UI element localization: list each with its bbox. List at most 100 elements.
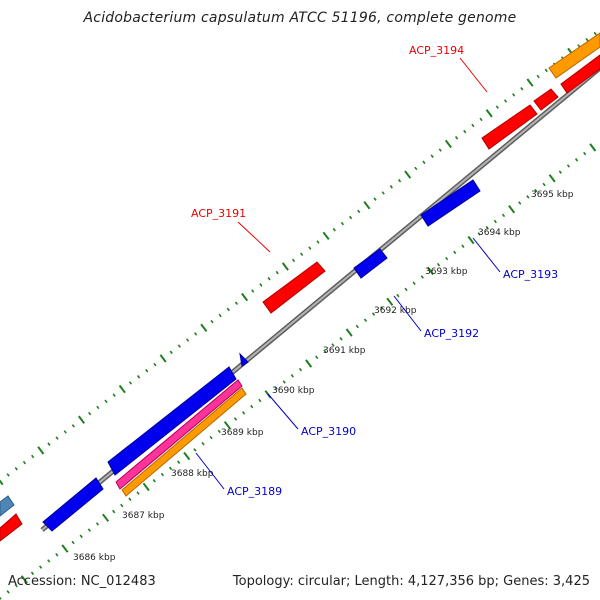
gene-label-acp3194[interactable]: ACP_3194 bbox=[409, 44, 464, 57]
minor-tick bbox=[422, 160, 426, 165]
major-tick bbox=[223, 421, 231, 430]
minor-tick bbox=[404, 287, 408, 292]
major-tick bbox=[363, 201, 371, 210]
major-tick bbox=[345, 328, 353, 337]
gene-label-acp3192[interactable]: ACP_3192 bbox=[424, 327, 479, 340]
minor-tick bbox=[396, 293, 400, 298]
major-tick bbox=[142, 482, 150, 492]
minor-tick bbox=[95, 522, 100, 526]
gene-label-acp3193[interactable]: ACP_3193 bbox=[503, 268, 558, 281]
minor-tick bbox=[323, 349, 327, 353]
minor-tick bbox=[454, 136, 459, 140]
minor-tick bbox=[47, 559, 51, 563]
minor-tick bbox=[168, 466, 173, 471]
tick-label-3694: 3694 kbp bbox=[478, 228, 521, 238]
minor-tick bbox=[63, 430, 67, 434]
gene-arrow-acp3189-orange[interactable] bbox=[121, 387, 247, 497]
minor-tick bbox=[267, 277, 271, 281]
tick-label-3693: 3693 kbp bbox=[425, 267, 468, 277]
minor-tick bbox=[0, 596, 2, 600]
gene-arrow-acp3189-pink[interactable] bbox=[115, 379, 243, 490]
minor-tick bbox=[87, 528, 91, 532]
minor-tick bbox=[128, 381, 133, 385]
minor-tick bbox=[259, 283, 263, 287]
minor-tick bbox=[209, 435, 213, 440]
leader-acp3189 bbox=[195, 452, 225, 490]
minor-tick bbox=[152, 479, 156, 483]
tick-label-3690: 3690 kbp bbox=[272, 386, 315, 396]
gene-arrow-red-right[interactable] bbox=[560, 54, 600, 94]
major-tick bbox=[183, 451, 191, 461]
gene-arrow-orange-right[interactable] bbox=[548, 32, 600, 79]
leader-acp3192 bbox=[393, 295, 422, 332]
minor-tick bbox=[251, 289, 255, 293]
minor-tick bbox=[258, 398, 262, 403]
major-tick bbox=[37, 446, 45, 455]
minor-tick bbox=[177, 344, 181, 348]
minor-tick bbox=[479, 117, 483, 122]
minor-tick bbox=[371, 312, 376, 316]
minor-tick bbox=[471, 123, 475, 128]
minor-tick bbox=[250, 404, 254, 409]
minor-tick bbox=[477, 232, 481, 236]
minor-tick bbox=[177, 460, 181, 464]
minor-tick bbox=[201, 441, 205, 446]
minor-tick bbox=[31, 454, 35, 459]
gene-arrow-acp3190[interactable] bbox=[107, 366, 237, 476]
outer-tick-track bbox=[0, 31, 597, 486]
gene-label-acp3191[interactable]: ACP_3191 bbox=[191, 207, 246, 220]
minor-tick bbox=[445, 256, 449, 261]
major-tick bbox=[241, 292, 249, 302]
minor-tick bbox=[438, 148, 442, 152]
leader-acp3194 bbox=[459, 57, 488, 93]
gene-arrow-red-left[interactable] bbox=[0, 513, 23, 542]
minor-tick bbox=[290, 374, 294, 378]
gene-label-acp3190[interactable]: ACP_3190 bbox=[301, 425, 356, 438]
major-tick bbox=[444, 139, 452, 149]
major-tick bbox=[386, 297, 394, 306]
gene-arrow-acp3194-a[interactable] bbox=[481, 104, 538, 150]
minor-tick bbox=[574, 158, 579, 162]
minor-tick bbox=[373, 197, 377, 201]
gene-arrow-acp3194-b[interactable] bbox=[533, 88, 559, 111]
gene-arrow-acp3193[interactable] bbox=[420, 179, 481, 227]
minor-tick bbox=[495, 105, 499, 109]
gene-arrow-acp3192[interactable] bbox=[353, 248, 388, 279]
minor-tick bbox=[300, 252, 304, 256]
gene-arrow-steel-left[interactable] bbox=[0, 495, 15, 517]
minor-tick bbox=[96, 405, 100, 410]
minor-tick bbox=[512, 93, 516, 97]
minor-tick bbox=[30, 571, 35, 576]
accession-text: Accession: NC_012483 bbox=[8, 574, 156, 589]
minor-tick bbox=[14, 583, 18, 588]
minor-tick bbox=[128, 497, 132, 501]
gene-arrow-blue-a[interactable] bbox=[42, 477, 104, 532]
minor-tick bbox=[6, 473, 10, 477]
minor-tick bbox=[275, 270, 279, 275]
major-tick bbox=[589, 143, 597, 152]
minor-tick bbox=[339, 337, 343, 341]
minor-tick bbox=[88, 411, 92, 416]
minor-tick bbox=[412, 281, 416, 285]
minor-tick bbox=[55, 553, 59, 557]
major-tick bbox=[508, 205, 516, 214]
major-tick bbox=[78, 415, 85, 424]
minor-tick bbox=[14, 467, 18, 471]
minor-tick bbox=[185, 338, 190, 342]
minor-tick bbox=[136, 375, 141, 379]
minor-tick bbox=[436, 262, 441, 267]
minor-tick bbox=[485, 225, 489, 230]
gene-arrow-acp3191[interactable] bbox=[262, 261, 326, 314]
minor-tick bbox=[136, 491, 140, 495]
minor-tick bbox=[38, 565, 43, 569]
major-tick bbox=[322, 231, 330, 241]
minor-tick bbox=[503, 99, 508, 103]
minor-tick bbox=[193, 448, 197, 452]
tick-label-3688: 3688 kbp bbox=[171, 469, 214, 479]
major-tick bbox=[200, 323, 208, 332]
tick-label-3691: 3691 kbp bbox=[323, 346, 366, 356]
gene-arrow-small-blue[interactable] bbox=[239, 352, 249, 367]
minor-tick bbox=[526, 195, 530, 199]
gene-label-acp3189[interactable]: ACP_3189 bbox=[227, 485, 282, 498]
